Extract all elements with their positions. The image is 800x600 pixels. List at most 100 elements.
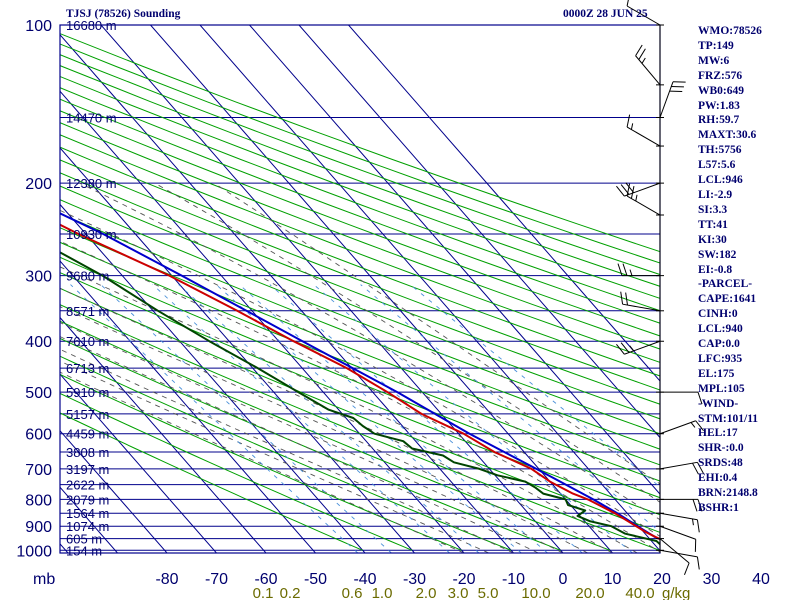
wind-barb-flag [692,462,699,475]
wind-barb-shaft [622,303,661,312]
height-label: 605 m [66,532,102,547]
mixing-ratio-label: 5.0 [478,585,499,600]
index-item: PW:1.83 [698,99,740,112]
chart-datetime: 0000Z 28 JUN 25 [563,8,648,20]
dry-adiabat-line [60,172,660,405]
dry-adiabat-line [60,98,660,324]
pressure-label: 900 [25,519,52,536]
wind-barb-shaft [659,81,674,118]
index-item: MAXT:30.6 [698,129,757,142]
moist-adiabat-line [60,209,660,537]
index-item: LCL:940 [698,323,743,336]
wind-barb-shaft [626,126,661,147]
height-label: 154 m [66,543,102,558]
index-item: EI:-0.8 [698,263,733,276]
height-label: 6713 m [66,361,109,376]
dry-adiabat-line [60,159,660,391]
dry-adiabat-line [60,212,660,450]
dry-adiabat-line [60,54,660,276]
height-label: 1564 m [66,506,109,521]
isotherm-line [199,25,660,552]
temperature-tick-label: -20 [452,571,475,588]
mixing-ratio-line [269,284,583,553]
moist-adiabat-line [60,266,638,553]
moist-adiabat-line [60,240,660,553]
pressure-label: 600 [25,427,52,444]
mixing-ratio-line [100,284,392,553]
index-item: LFC:935 [698,352,743,365]
wind-barb-flag [616,185,625,197]
moist-adiabat-line [60,322,564,553]
index-item: WB0:649 [698,84,744,97]
index-item: FRZ:576 [698,69,743,82]
wind-barb-flag [692,499,698,512]
mixing-ratio-label: 40.0 [625,585,654,600]
mixing-ratio-line [152,284,450,553]
wind-barb-flag [625,182,635,194]
wind-barb-shaft [635,55,661,86]
height-label: 2622 m [66,478,109,493]
dry-adiabat-line [60,241,660,482]
temperature-tick-label: 0 [559,571,568,588]
indices-panel: WMO:78526 TP:149 MW:6 FRZ:576 WB0:649 PW:1.83… [698,24,800,516]
index-item: CAPE:1641 [698,293,757,306]
mixing-ratio-line [215,284,522,553]
pressure-label: 700 [25,462,52,479]
index-item: EL:175 [698,367,735,380]
dry-adiabat-line [60,65,660,287]
moist-adiabat-line [60,371,465,553]
wind-barb-flag [625,292,628,306]
mixing-ratio-line [70,284,359,553]
index-item: SRDS:48 [698,457,743,470]
temperature-tick-label: -80 [155,571,178,588]
wind-barb-flag [696,556,700,570]
dry-adiabat-line [60,287,660,533]
wind-barb-half [629,345,635,352]
index-item: TP:149 [698,39,734,52]
dry-adiabat-line [60,134,660,363]
wind-barb-half [692,518,694,526]
wind-barb-half [635,194,638,202]
isotherm-line [298,25,660,439]
mixing-ratio-line [409,284,660,488]
mixing-ratio-label: 3.0 [448,585,469,600]
height-label: 4459 m [66,427,109,442]
height-label: 12380 m [66,176,117,191]
temperature-tick-label: 10 [604,571,622,588]
dry-adiabat-line [60,87,660,312]
wind-barb-flag [626,114,631,128]
pressure-unit-label: mb [33,571,55,588]
wind-barb-flag [622,263,628,276]
wind-barb-flag [626,0,629,7]
temperature-tick-label: -60 [254,571,277,588]
wind-barb-flag [635,44,643,57]
temperature-trace [60,223,660,541]
height-label: 16680 m [66,18,117,33]
moist-adiabat-line [60,336,539,553]
index-item: TT:41 [698,218,728,231]
isotherm-line [60,260,316,553]
isotherm-line [60,429,168,553]
pressure-label: 100 [25,18,52,35]
wind-barb-flag [696,519,700,533]
mixing-ratio-label: g/kg [662,585,690,600]
isotherm-line [249,25,660,495]
wind-barb-shaft [659,538,690,564]
height-label: 3197 m [66,462,109,477]
plot-frame [59,24,661,554]
pressure-label: 200 [25,176,52,193]
dry-adiabat-line [60,272,660,516]
index-item: SI:3.3 [698,203,728,216]
wind-barb-flag [617,263,623,276]
dry-adiabat-line [60,33,660,253]
wind-barb-shaft [626,5,661,26]
isotherm-line [60,90,465,553]
temperature-tick-label: -50 [304,571,327,588]
mixing-ratio-label: 0.2 [280,585,301,600]
height-label: 5910 m [66,385,109,400]
index-item: SW:182 [698,248,737,261]
index-item: LI:-2.9 [698,188,733,201]
temperature-tick-label: 20 [653,571,671,588]
dry-adiabat-line [60,392,413,551]
